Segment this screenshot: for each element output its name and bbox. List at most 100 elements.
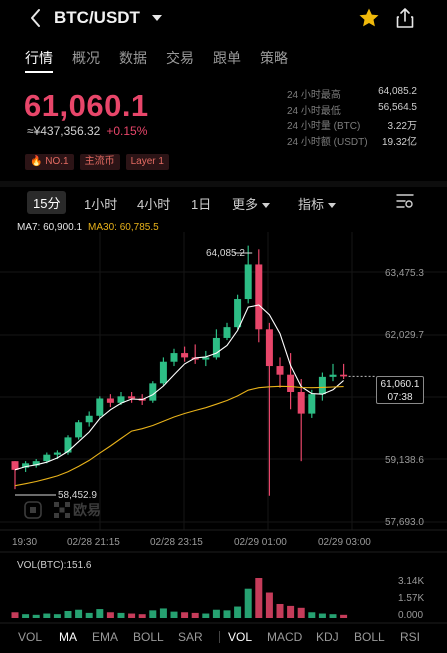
tab-data[interactable]: 数据 bbox=[119, 50, 147, 66]
volume-bar bbox=[234, 606, 242, 618]
candle-body bbox=[181, 353, 189, 358]
candle-body bbox=[329, 374, 337, 377]
fiat-price: ≈¥437,356.32 bbox=[27, 124, 101, 138]
section-divider bbox=[0, 181, 447, 187]
chevron-down-icon bbox=[328, 203, 337, 209]
ma30-value: MA30: 60,785.5 bbox=[88, 222, 159, 233]
candle-body bbox=[128, 396, 136, 399]
x-axis-label: 02/29 01:00 bbox=[234, 537, 287, 548]
share-icon[interactable] bbox=[395, 7, 415, 29]
candle-body bbox=[117, 396, 125, 403]
layer-tag[interactable]: Layer 1 bbox=[125, 154, 169, 170]
candle-body bbox=[159, 361, 167, 384]
candle-body bbox=[244, 264, 252, 300]
tab-trade[interactable]: 交易 bbox=[166, 50, 194, 66]
candle-body bbox=[53, 452, 61, 455]
volume-bar bbox=[32, 614, 40, 618]
timeframe-toolbar: 15分 1小时 4小时 1日 更多 指标 bbox=[0, 188, 447, 216]
tab-copy-trading[interactable]: 跟单 bbox=[213, 50, 241, 66]
pair-title[interactable]: BTC/USDT bbox=[54, 8, 140, 27]
candle-body bbox=[276, 366, 284, 375]
watermark-text: 欧易 bbox=[73, 502, 101, 518]
candle-body bbox=[202, 357, 210, 360]
volume-bar bbox=[212, 609, 220, 618]
favorite-star-icon[interactable] bbox=[358, 7, 380, 29]
current-price-value: 61,060.1 bbox=[380, 379, 420, 390]
candle-body bbox=[106, 398, 114, 403]
chart-settings-icon[interactable] bbox=[396, 193, 414, 209]
main-indicator-ma[interactable]: MA bbox=[59, 630, 77, 644]
price-change: +0.15% bbox=[106, 124, 148, 138]
volume-bar bbox=[255, 578, 263, 618]
active-tab-indicator bbox=[25, 71, 53, 73]
back-arrow-icon[interactable] bbox=[24, 5, 48, 31]
volume-bar bbox=[276, 603, 284, 618]
sub-indicator-macd[interactable]: MACD bbox=[267, 630, 303, 644]
volume-bar bbox=[340, 614, 348, 618]
volume-bar bbox=[128, 613, 136, 618]
caret-down-icon[interactable] bbox=[150, 11, 164, 25]
timeframe-1d[interactable]: 1日 bbox=[191, 197, 212, 212]
y-axis-label: 57,693.0 bbox=[385, 517, 424, 528]
volume-bar bbox=[64, 610, 72, 618]
stat-volume: 24 小时量 (BTC) 3.22万 bbox=[287, 121, 417, 132]
candle-body bbox=[318, 376, 326, 395]
low-price-marker: 58,452.9 bbox=[58, 490, 97, 501]
timeframe-1h[interactable]: 1小时 bbox=[84, 197, 118, 212]
main-indicator-sar[interactable]: SAR bbox=[178, 630, 203, 644]
ma7-line bbox=[14, 304, 344, 471]
volume-bar bbox=[202, 613, 210, 618]
price-subline: ≈¥437,356.32 +0.15% bbox=[27, 124, 147, 138]
header: BTC/USDT bbox=[0, 0, 447, 40]
tab-overview[interactable]: 概况 bbox=[72, 50, 100, 66]
volume-bar bbox=[191, 612, 199, 618]
x-axis-label: 02/28 23:15 bbox=[150, 537, 203, 548]
candle-body bbox=[340, 374, 348, 377]
volume-bar bbox=[11, 612, 19, 618]
ma30-line bbox=[14, 385, 344, 487]
volume-bar bbox=[223, 610, 231, 618]
watermark: 欧易 bbox=[24, 500, 101, 520]
indicators-dropdown[interactable]: 指标 bbox=[298, 194, 337, 213]
sub-indicator-rsi[interactable]: RSI bbox=[400, 630, 421, 644]
candlestick-chart[interactable] bbox=[0, 0, 447, 627]
timeframe-4h[interactable]: 4小时 bbox=[137, 197, 171, 212]
candle-body bbox=[234, 299, 242, 328]
high-price-marker: 64,085.2 bbox=[206, 248, 245, 259]
coin-tags: 🔥 NO.1 主流币 Layer 1 bbox=[25, 151, 175, 170]
sub-indicator-boll[interactable]: BOLL bbox=[354, 630, 385, 644]
volume-bar bbox=[85, 612, 93, 618]
volume-bar bbox=[265, 592, 273, 618]
chevron-down-icon bbox=[262, 203, 271, 209]
tab-strategy[interactable]: 策略 bbox=[260, 50, 288, 66]
candle-body bbox=[223, 327, 231, 338]
candle-body bbox=[170, 353, 178, 362]
volume-bar bbox=[318, 613, 326, 618]
candle-body bbox=[212, 337, 220, 358]
volume-bar bbox=[106, 612, 114, 618]
main-tabs: 行情 概况 数据 交易 跟单 策略 bbox=[0, 44, 447, 74]
main-indicator-vol[interactable]: VOL bbox=[18, 630, 43, 644]
volume-bar bbox=[53, 614, 61, 618]
more-timeframes-dropdown[interactable]: 更多 bbox=[232, 194, 271, 213]
x-axis-label: 02/28 21:15 bbox=[67, 537, 120, 548]
volume-axis-label: 0.000 bbox=[398, 610, 424, 621]
x-axis-label: 02/29 03:00 bbox=[318, 537, 371, 548]
candle-body bbox=[96, 398, 104, 416]
volume-axis-label: 3.14K bbox=[398, 576, 425, 587]
rank-tag[interactable]: 🔥 NO.1 bbox=[25, 154, 74, 170]
candle-body bbox=[297, 391, 305, 414]
okx-logo-icon bbox=[24, 501, 42, 519]
ma7-value: MA7: 60,900.1 bbox=[17, 222, 83, 233]
category-tag[interactable]: 主流币 bbox=[79, 154, 120, 170]
volume-bar bbox=[96, 609, 104, 618]
sub-indicator-vol[interactable]: VOL bbox=[228, 630, 253, 644]
candle-body bbox=[265, 329, 273, 367]
tab-market[interactable]: 行情 bbox=[25, 50, 53, 66]
sub-indicator-kdj[interactable]: KDJ bbox=[316, 630, 339, 644]
y-axis-label: 59,138.6 bbox=[385, 455, 424, 466]
volume-bar bbox=[244, 588, 252, 618]
main-indicator-boll[interactable]: BOLL bbox=[133, 630, 164, 644]
main-indicator-ema[interactable]: EMA bbox=[92, 630, 119, 644]
timeframe-15m[interactable]: 15分 bbox=[27, 191, 67, 214]
